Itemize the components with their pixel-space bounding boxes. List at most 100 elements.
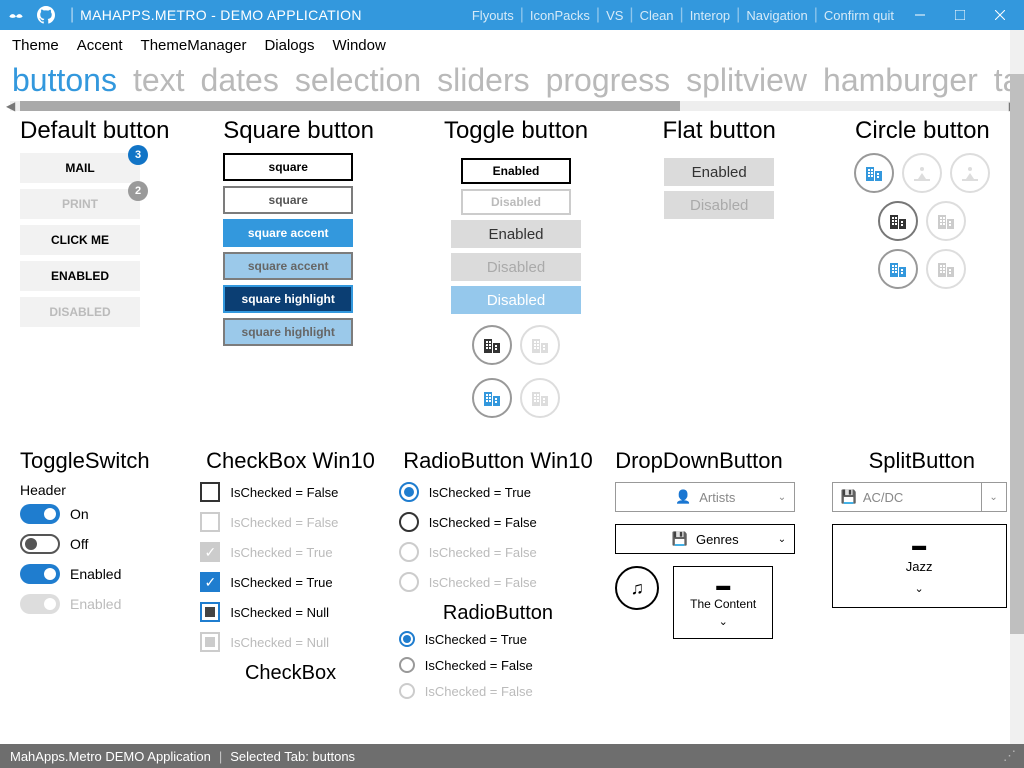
mail-button[interactable]: MAIL3: [20, 153, 140, 183]
tab-hamburger[interactable]: hamburger: [823, 62, 978, 99]
splitbutton-acdc[interactable]: 💾AC/DC ⌄: [832, 482, 1012, 512]
splitbutton-section: SplitButton 💾AC/DC ⌄ ▬ Jazz ⌄: [832, 448, 1012, 709]
chevron-down-icon[interactable]: ⌄: [982, 482, 1007, 512]
checkbox-5[interactable]: [200, 602, 220, 622]
app-logo-icon: [4, 3, 28, 27]
square-accent-disabled: square accent: [223, 252, 353, 280]
toggle-circle-1[interactable]: [472, 325, 512, 365]
tab-buttons[interactable]: buttons: [12, 62, 117, 99]
person-icon: 👤: [675, 489, 691, 505]
flat-button-heading: Flat button: [663, 117, 776, 145]
switch-enabled[interactable]: [20, 564, 60, 584]
radiobutton-subheading: RadioButton: [399, 602, 597, 625]
tab-scrollbar[interactable]: ◀ ▶: [10, 101, 1014, 111]
menu-theme[interactable]: Theme: [12, 37, 59, 54]
status-app-name: MahApps.Metro DEMO Application: [10, 749, 211, 764]
square-button-1[interactable]: square: [223, 153, 353, 181]
titlebar-link-interop[interactable]: Interop: [684, 8, 736, 23]
vertical-scroll-thumb[interactable]: [1010, 74, 1024, 634]
chevron-down-icon: ⌄: [839, 582, 1000, 595]
checkbox-1[interactable]: [200, 482, 220, 502]
save-icon: 💾: [672, 531, 688, 547]
circle-button-4[interactable]: [878, 201, 918, 241]
toggle-flat-blue: Disabled: [451, 286, 581, 314]
radio-3: [399, 542, 419, 562]
toggle-button-heading: Toggle button: [444, 117, 588, 145]
titlebar-link-flyouts[interactable]: Flyouts: [466, 8, 520, 23]
book-icon: ▬: [680, 577, 766, 593]
dropdown-artists[interactable]: 👤Artists⌄: [615, 482, 795, 512]
minimize-button[interactable]: [900, 0, 940, 30]
titlebar-link-navigation[interactable]: Navigation: [740, 8, 813, 23]
radio-s1[interactable]: [399, 631, 415, 647]
menu-window[interactable]: Window: [332, 37, 385, 54]
tab-dates[interactable]: dates: [201, 62, 279, 99]
chevron-down-icon: ⌄: [778, 492, 786, 503]
dropdown-genres[interactable]: 💾Genres⌄: [615, 524, 795, 554]
checkbox-4[interactable]: ✓: [200, 572, 220, 592]
square-button-2[interactable]: square: [223, 186, 353, 214]
radiobutton-heading: RadioButton Win10: [399, 448, 597, 474]
default-button-section: Default button MAIL3 PRINT2 CLICK ME ENA…: [20, 117, 199, 426]
square-accent-button[interactable]: square accent: [223, 219, 353, 247]
scroll-left-icon[interactable]: ◀: [6, 99, 15, 113]
book-icon: ▬: [839, 537, 1000, 553]
circle-button-2: [902, 153, 942, 193]
toggle-circle-3[interactable]: [472, 378, 512, 418]
close-button[interactable]: [980, 0, 1020, 30]
maximize-button[interactable]: [940, 0, 980, 30]
toggle-flat-enabled[interactable]: Enabled: [451, 220, 581, 248]
music-circle-button[interactable]: ♫: [615, 566, 659, 610]
menu-accent[interactable]: Accent: [77, 37, 123, 54]
tab-text[interactable]: text: [133, 62, 185, 99]
resize-grip-icon[interactable]: ⋰: [1003, 748, 1014, 764]
circle-button-5: [926, 201, 966, 241]
toggle-circle-2: [520, 325, 560, 365]
menu-dialogs[interactable]: Dialogs: [264, 37, 314, 54]
titlebar-link-vs[interactable]: VS: [600, 8, 629, 23]
titlebar-link-clean[interactable]: Clean: [634, 8, 680, 23]
toggleswitch-header-label: Header: [20, 482, 182, 498]
radio-1[interactable]: [399, 482, 419, 502]
toggle-enabled-1[interactable]: Enabled: [461, 158, 571, 184]
square-button-heading: Square button: [223, 117, 402, 145]
checkbox-section: CheckBox Win10 IsChecked = False IsCheck…: [200, 448, 380, 709]
tab-selection[interactable]: selection: [295, 62, 421, 99]
menubar: Theme Accent ThemeManager Dialogs Window: [0, 30, 1024, 60]
square-button-section: Square button square square square accen…: [223, 117, 402, 426]
titlebar-link-iconpacks[interactable]: IconPacks: [524, 8, 596, 23]
checkbox-heading: CheckBox Win10: [200, 448, 380, 474]
titlebar-link-confirm[interactable]: Confirm quit: [818, 8, 900, 23]
tab-sliders[interactable]: sliders: [437, 62, 529, 99]
checkbox-2: [200, 512, 220, 532]
tab-splitview[interactable]: splitview: [686, 62, 807, 99]
radio-2[interactable]: [399, 512, 419, 532]
dropdown-section: DropDownButton 👤Artists⌄ 💾Genres⌄ ♫ ▬ Th…: [615, 448, 813, 709]
statusbar: MahApps.Metro DEMO Application | Selecte…: [0, 744, 1024, 768]
circle-button-1[interactable]: [854, 153, 894, 193]
default-button-heading: Default button: [20, 117, 199, 145]
mail-badge: 3: [128, 145, 148, 165]
circle-button-6[interactable]: [878, 249, 918, 289]
splitbutton-heading: SplitButton: [832, 448, 1012, 474]
save-icon: 💾: [841, 489, 857, 505]
window-title: MAHAPPS.METRO - DEMO APPLICATION: [80, 7, 362, 23]
github-icon[interactable]: [34, 3, 58, 27]
circle-button-section: Circle button: [833, 117, 1012, 426]
clickme-button[interactable]: CLICK ME: [20, 225, 140, 255]
tab-scroll-thumb[interactable]: [20, 101, 680, 111]
titlebar: | MAHAPPS.METRO - DEMO APPLICATION Flyou…: [0, 0, 1024, 30]
menu-thememanager[interactable]: ThemeManager: [141, 37, 247, 54]
flat-enabled[interactable]: Enabled: [664, 158, 774, 186]
switch-off[interactable]: [20, 534, 60, 554]
tab-progress[interactable]: progress: [546, 62, 671, 99]
checkbox-6: [200, 632, 220, 652]
radio-s2[interactable]: [399, 657, 415, 673]
square-highlight-button[interactable]: square highlight: [223, 285, 353, 313]
switch-on[interactable]: [20, 504, 60, 524]
vertical-scrollbar[interactable]: [1010, 30, 1024, 744]
square-highlight-disabled: square highlight: [223, 318, 353, 346]
enabled-button[interactable]: ENABLED: [20, 261, 140, 291]
content-dropdown[interactable]: ▬ The Content ⌄: [673, 566, 773, 639]
splitbutton-jazz[interactable]: ▬ Jazz ⌄: [832, 524, 1007, 608]
